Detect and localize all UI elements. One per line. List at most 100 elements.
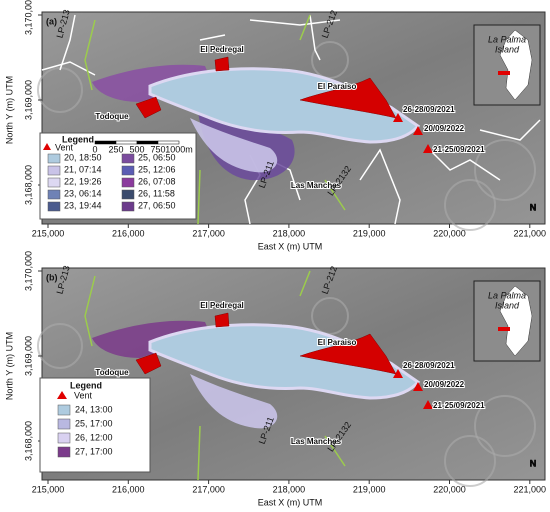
road [324, 179, 346, 211]
x-axis-label: East X (m) UTM [258, 241, 323, 251]
hill [311, 41, 349, 79]
vent-label: 20/09/2022 [424, 124, 465, 133]
y-tick-label: 3,170,000 [23, 0, 33, 35]
el-pedregal-area [214, 56, 230, 72]
road [59, 14, 76, 71]
road [309, 14, 321, 61]
legend-label: 27, 06:50 [138, 200, 176, 210]
legend-label: 23, 06:14 [64, 188, 102, 198]
road [197, 169, 201, 225]
vent-label: 20/09/2022 [424, 380, 465, 389]
legend-swatch [121, 165, 135, 176]
vent-marker [393, 369, 403, 378]
legend-swatch [57, 446, 71, 458]
road [199, 34, 226, 41]
vent-label: 26-28/09/2021 [403, 105, 455, 114]
x-tick-label: 215,000 [32, 484, 65, 494]
vent-label: 21-25/09/2021 [433, 401, 485, 410]
todoque-area [135, 96, 162, 119]
legend-label: 20, 18:50 [64, 152, 102, 162]
x-tick-label: 220,000 [433, 228, 466, 238]
scale-label: 0 [92, 144, 97, 154]
road [197, 425, 201, 481]
legend-label: 23, 19:44 [64, 200, 102, 210]
inset-title: Island [495, 44, 520, 54]
scale-label: 500 [129, 144, 144, 154]
road [359, 148, 401, 225]
inset-marker [498, 327, 510, 331]
inset-title: La Palma [488, 290, 526, 300]
road [84, 19, 96, 91]
legend-swatch [47, 201, 61, 212]
legend-swatch [47, 165, 61, 176]
legend-vent-label: Vent [55, 142, 74, 152]
legend-label: 21, 07:14 [64, 164, 102, 174]
hill [474, 395, 536, 457]
legend-vent [43, 143, 51, 150]
legend-label: 26, 12:00 [75, 432, 113, 442]
legend-title: Legend [70, 380, 102, 390]
hill [311, 297, 349, 335]
legend-swatch [121, 189, 135, 200]
y-axis-label: North Y (m) UTM [4, 76, 14, 144]
island [499, 29, 533, 101]
x-tick-label: 221,000 [514, 228, 547, 238]
legend-swatch [57, 418, 71, 430]
legend-label: 27, 17:00 [75, 446, 113, 456]
x-tick-label: 219,000 [353, 228, 386, 238]
island [499, 285, 533, 357]
legend-swatch [121, 153, 135, 164]
place-label: Las Manchas [291, 181, 342, 190]
road [41, 61, 96, 76]
legend-label: 25, 17:00 [75, 418, 113, 428]
road [324, 435, 346, 467]
y-tick-label: 3,170,000 [23, 251, 33, 291]
panel-label: (b) [46, 272, 58, 282]
legend-label: 26, 11:58 [138, 188, 175, 198]
legend-swatch [47, 189, 61, 200]
el-paraiso-area [299, 333, 397, 375]
scale-label: 1000m [165, 144, 193, 154]
x-tick-label: 218,000 [273, 228, 306, 238]
vent-label: 26-28/09/2021 [403, 361, 455, 370]
map-panel: (b) El Pedregal El Paraiso Todoque Las Manch… [4, 251, 546, 507]
lava-flow [190, 118, 278, 173]
road [249, 19, 341, 26]
vent-marker [423, 400, 433, 409]
vent-label: 21-25/09/2021 [433, 145, 485, 154]
legend-vent [57, 391, 67, 399]
y-tick-label: 3,169,000 [23, 80, 33, 120]
y-tick-label: 3,168,000 [23, 421, 33, 461]
x-tick-label: 216,000 [112, 484, 145, 494]
legend-swatch [121, 201, 135, 212]
panel-label: (a) [46, 16, 57, 26]
north-arrow: N [530, 202, 537, 212]
legend-vent-label: Vent [74, 390, 93, 400]
road [479, 119, 541, 141]
place-label: Todoque [95, 112, 129, 121]
vent-marker [393, 113, 403, 122]
legend-label: 26, 07:08 [138, 176, 176, 186]
legend-swatch [57, 432, 71, 444]
place-label: El Pedregal [200, 301, 244, 310]
x-tick-label: 217,000 [192, 484, 225, 494]
map-panel: (a) El Pedregal El Paraiso Todoque Las Manch… [4, 0, 546, 251]
road [299, 270, 311, 297]
hill [444, 435, 496, 487]
x-tick-label: 216,000 [112, 228, 145, 238]
road [299, 14, 311, 41]
hill [474, 139, 536, 201]
legend-label: 25, 06:50 [138, 152, 176, 162]
lava-flow [190, 374, 278, 429]
y-tick-label: 3,168,000 [23, 165, 33, 205]
legend-swatch [47, 153, 61, 164]
x-axis-label: East X (m) UTM [258, 497, 323, 507]
vent-marker [423, 144, 433, 153]
x-tick-label: 217,000 [192, 228, 225, 238]
legend-label: 24, 13:00 [75, 404, 113, 414]
legend-label: 25, 12:06 [138, 164, 176, 174]
lava-flow [92, 64, 212, 102]
x-tick-label: 219,000 [353, 484, 386, 494]
x-tick-label: 215,000 [32, 228, 65, 238]
